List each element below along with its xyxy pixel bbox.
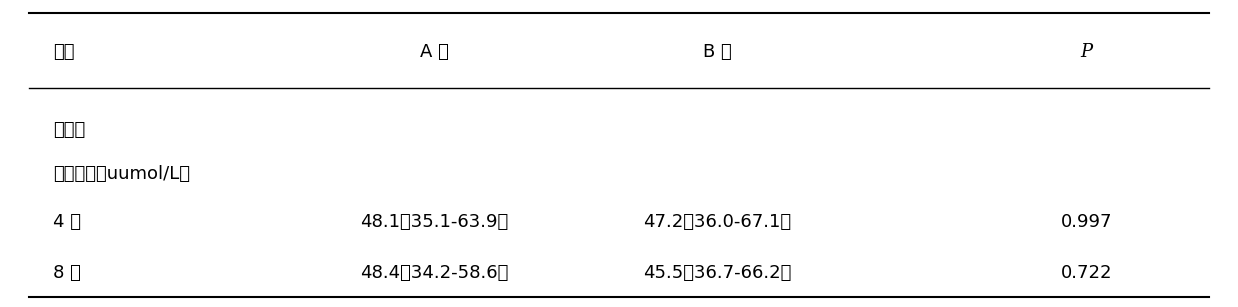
Text: 48.1（35.1-63.9）: 48.1（35.1-63.9） bbox=[360, 213, 509, 231]
Text: 45.5（36.7-66.2）: 45.5（36.7-66.2） bbox=[644, 264, 791, 282]
Text: 0.722: 0.722 bbox=[1061, 264, 1112, 282]
Text: 47.2（36.0-67.1）: 47.2（36.0-67.1） bbox=[644, 213, 791, 231]
Text: 0.997: 0.997 bbox=[1061, 213, 1112, 231]
Text: 8 周: 8 周 bbox=[53, 264, 82, 282]
Text: A 组: A 组 bbox=[420, 43, 449, 61]
Text: 肝功能: 肝功能 bbox=[53, 121, 85, 138]
Text: P: P bbox=[1081, 43, 1092, 61]
Text: 指标: 指标 bbox=[53, 43, 74, 61]
Text: B 组: B 组 bbox=[703, 43, 732, 61]
Text: 4 周: 4 周 bbox=[53, 213, 82, 231]
Text: 48.4（34.2-58.6）: 48.4（34.2-58.6） bbox=[360, 264, 509, 282]
Text: 总胆红素（uumol/L）: 总胆红素（uumol/L） bbox=[53, 165, 191, 183]
